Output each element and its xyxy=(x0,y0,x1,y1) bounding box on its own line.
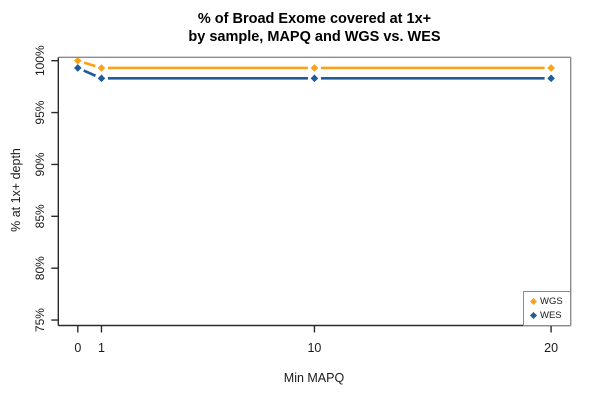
x-tick-label: 20 xyxy=(544,341,558,355)
x-tick-label: 10 xyxy=(307,341,321,355)
chart-title-line1: % of Broad Exome covered at 1x+ xyxy=(197,11,432,27)
legend-label-wes: WES xyxy=(540,309,562,321)
wes-diamond-marker-icon xyxy=(529,311,537,319)
series-marker-wgs xyxy=(310,64,319,72)
x-tick-label: 0 xyxy=(74,341,81,355)
legend-box: WGS WES xyxy=(523,290,571,326)
wgs-diamond-marker-icon xyxy=(529,297,537,306)
x-tick-label: 1 xyxy=(98,341,105,355)
series-marker-wes xyxy=(74,64,82,72)
series-segment-wgs xyxy=(83,61,96,68)
chart-title: % of Broad Exome covered at 1x+ by sampl… xyxy=(29,10,600,46)
series-segment-wes xyxy=(83,69,97,77)
legend-label-wgs: WGS xyxy=(540,296,563,307)
y-tick-label: 75% xyxy=(33,308,47,332)
series-marker-wgs xyxy=(97,64,106,72)
series-marker-wes xyxy=(310,74,319,83)
y-tick-label: 80% xyxy=(33,256,47,280)
series-marker-wes xyxy=(547,74,555,83)
y-tick-label: 95% xyxy=(33,100,47,124)
y-tick-label: 85% xyxy=(33,204,47,228)
legend-item-wes: WES xyxy=(529,309,571,321)
series-marker-wgs xyxy=(74,56,82,65)
y-tick-label: 90% xyxy=(33,152,47,176)
y-axis-label: % at 1x+ depth xyxy=(9,148,23,232)
y-tick-label: 100% xyxy=(33,45,47,76)
series-marker-wgs xyxy=(547,64,555,72)
chart-title-line2: by sample, MAPQ and WGS vs. WES xyxy=(188,29,441,45)
series-marker-wes xyxy=(97,74,106,83)
x-axis-label: Min MAPQ xyxy=(283,371,345,385)
legend-item-wgs: WGS xyxy=(529,296,571,307)
